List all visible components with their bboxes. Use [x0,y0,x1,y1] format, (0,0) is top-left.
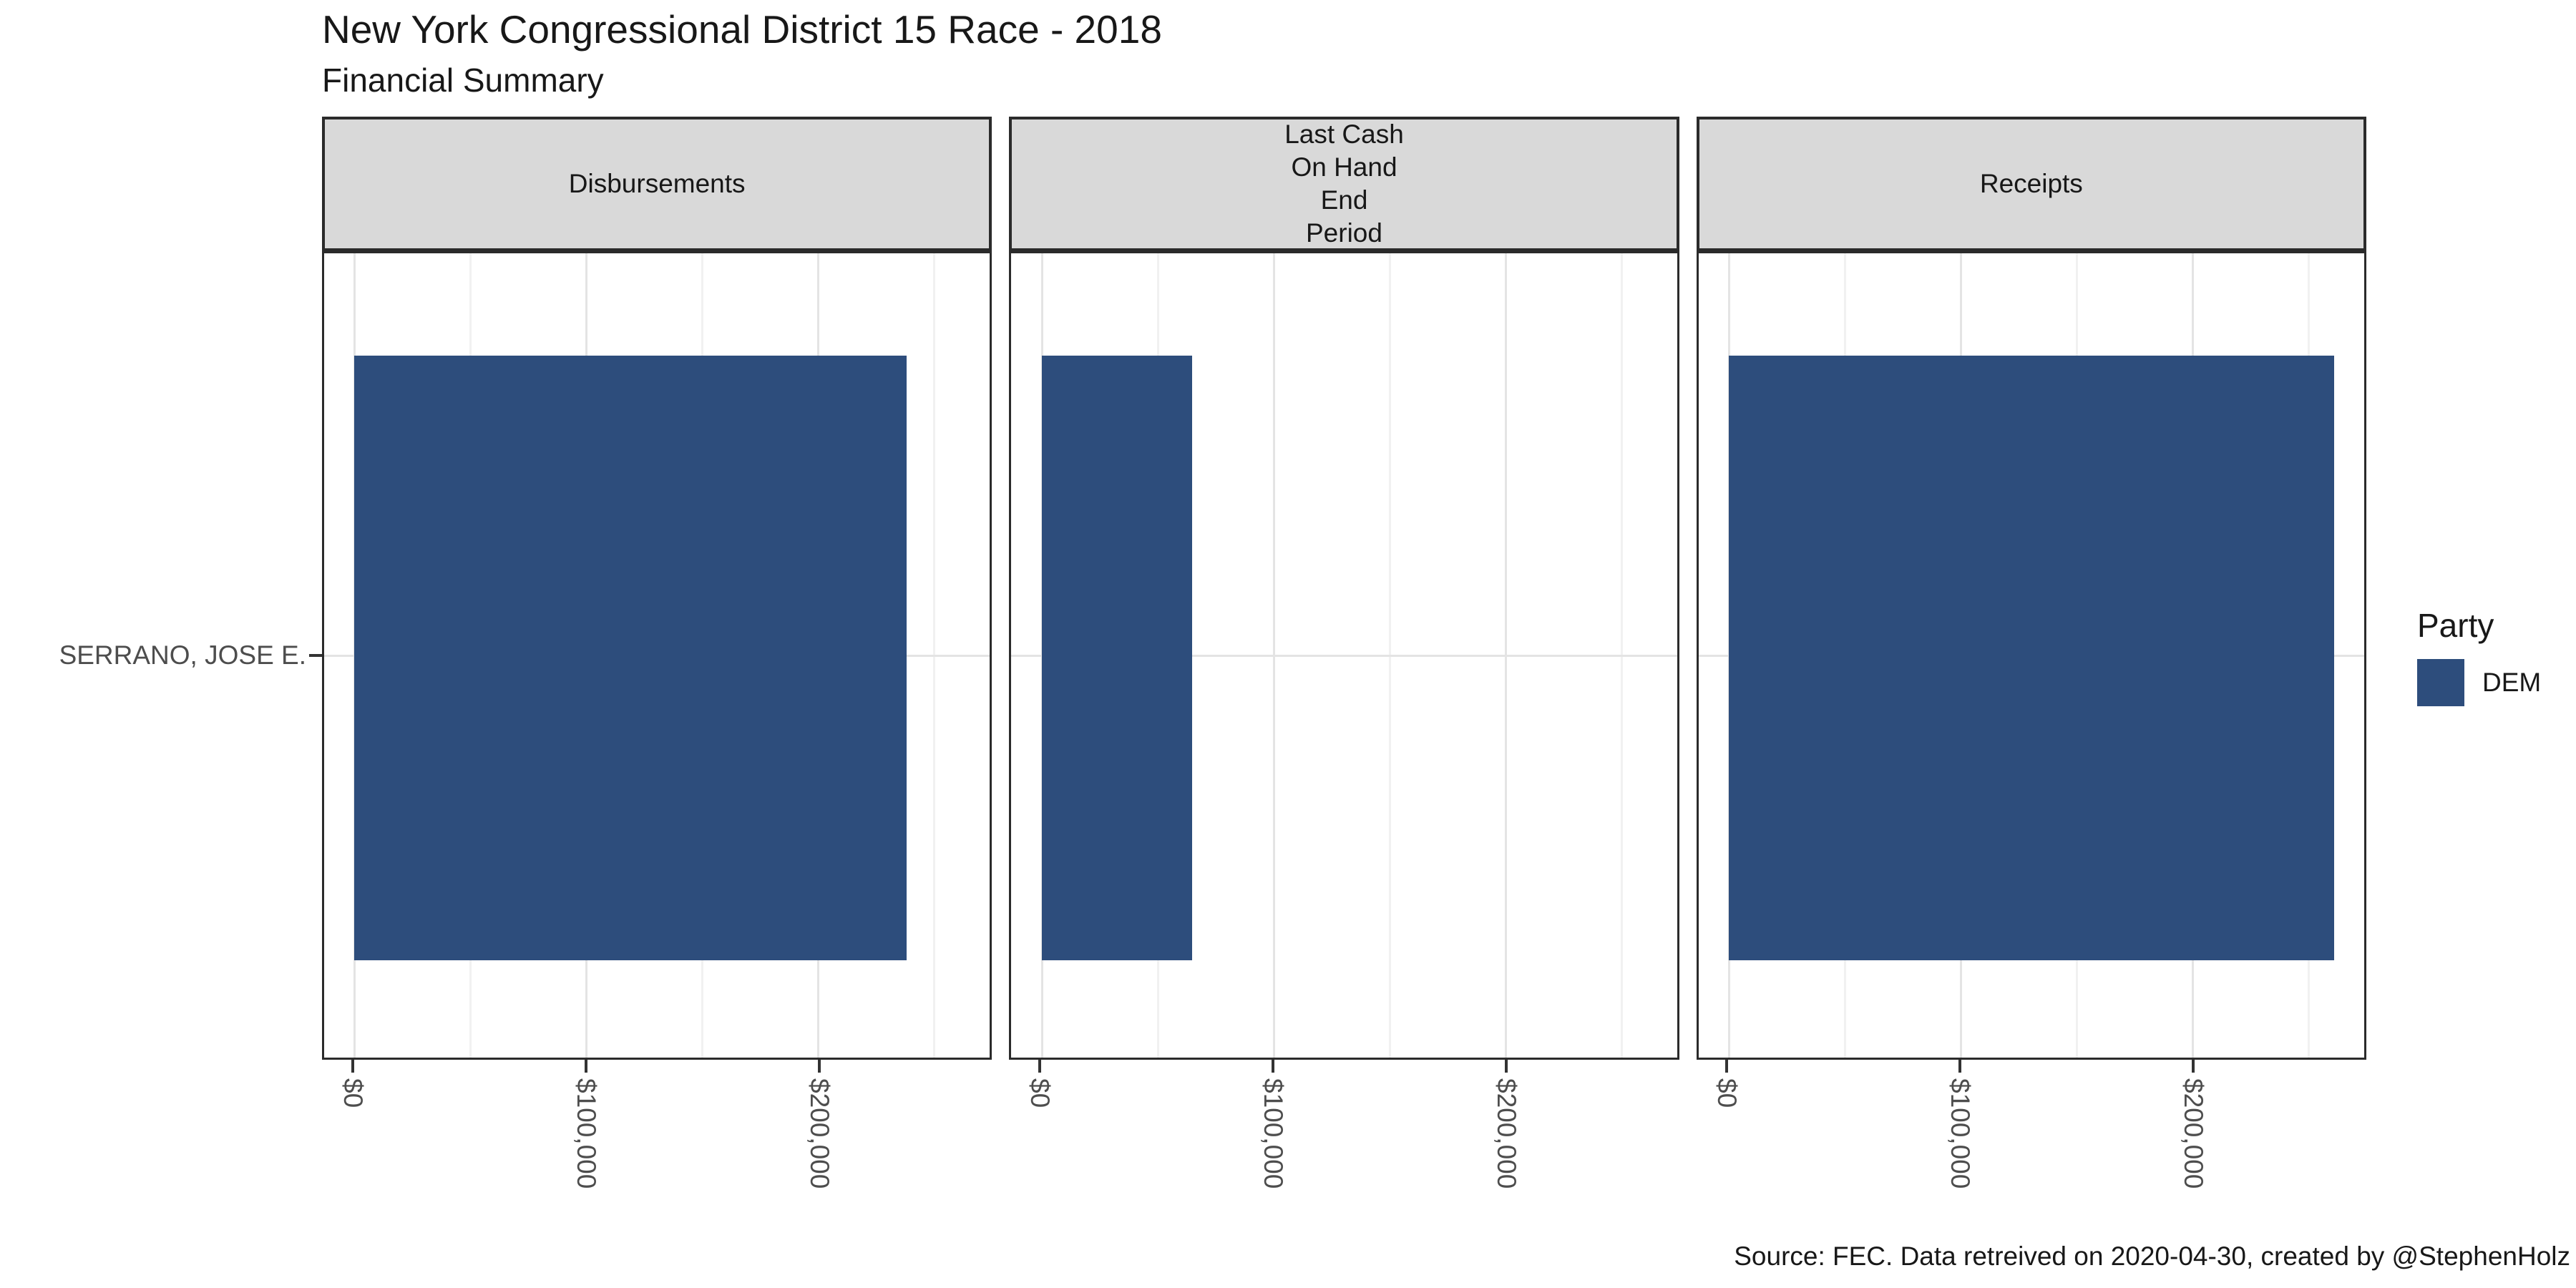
x-axis-tick-label: $200,000 [804,1078,834,1189]
bar-dem [1728,356,2334,960]
facet-panel [322,251,992,1060]
facet-strip: Last Cash On Hand End Period [1009,117,1679,251]
facet-strip: Disbursements [322,117,992,251]
x-axis-tick-label: $0 [338,1078,368,1108]
y-axis-tick-mark [309,654,322,657]
facet-strip: Receipts [1696,117,2366,251]
x-axis-tick-mark [817,1060,821,1073]
facet-strip-label: Disbursements [568,169,746,198]
legend-item-label: DEM [2482,668,2542,697]
legend-item-dem: DEM [2417,659,2541,706]
x-axis: $0 $100,000 $200,000 [1009,1060,1679,1274]
bar-dem [354,356,907,960]
facet-last-cash-on-hand-end-period: Last Cash On Hand End Period $0 $100,000 $… [1009,117,1679,1274]
facet-disbursements: Disbursements $0 $100,000 $200,000 [322,117,992,1274]
facet-strip-label: Receipts [1979,169,2083,198]
x-axis-tick-mark [351,1060,354,1073]
facet-receipts: Receipts $0 $100,000 $200,000 [1696,117,2366,1274]
x-axis-tick-label: $200,000 [2179,1078,2209,1189]
chart-subtitle: Financial Summary [322,62,604,99]
x-axis-tick-mark [1038,1060,1041,1073]
legend-title: Party [2417,607,2494,644]
facet-strip-label: Last Cash On Hand End Period [1284,119,1404,248]
plot-area: Disbursements $0 $100,000 $200,000 Last Ca… [322,117,2366,1274]
y-axis-category-label: SERRANO, JOSE E. [59,640,306,670]
facet-panel [1009,251,1679,1060]
x-axis: $0 $100,000 $200,000 [1697,1060,2366,1274]
x-axis-tick-mark [1505,1060,1508,1073]
x-axis-tick-label: $200,000 [1492,1078,1522,1189]
legend-swatch-dem [2417,659,2464,706]
x-axis-tick-mark [1958,1060,1962,1073]
bar-dem [1041,356,1193,960]
x-axis-tick-label: $100,000 [1946,1078,1976,1189]
source-caption: Source: FEC. Data retreived on 2020-04-3… [1734,1241,2570,1271]
x-axis-tick-mark [1272,1060,1275,1073]
category-gridline [1011,655,1677,657]
x-axis-tick-label: $100,000 [571,1078,601,1189]
x-axis-tick-label: $0 [1712,1078,1742,1108]
x-axis-tick-mark [2192,1060,2195,1073]
x-axis: $0 $100,000 $200,000 [322,1060,992,1274]
x-axis-tick-mark [584,1060,587,1073]
x-axis-tick-label: $0 [1025,1078,1055,1108]
x-axis-tick-label: $100,000 [1259,1078,1289,1189]
chart-title: New York Congressional District 15 Race … [322,7,1162,52]
x-axis-tick-mark [1725,1060,1729,1073]
facet-panel [1696,251,2366,1060]
legend: Party DEM [2417,607,2541,706]
